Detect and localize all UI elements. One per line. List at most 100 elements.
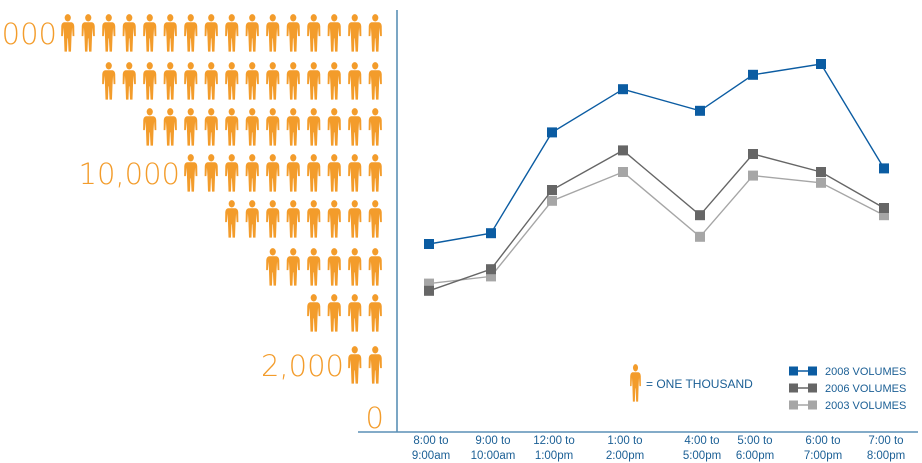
chart-axes <box>358 10 918 433</box>
person-icon <box>327 294 341 332</box>
person-icon <box>307 108 321 146</box>
y-tick-label: 2,000 <box>261 349 344 383</box>
data-point <box>486 264 496 275</box>
person-icon <box>245 14 259 52</box>
person-icon <box>368 154 382 192</box>
person-icon <box>327 154 341 192</box>
person-icon <box>204 14 218 52</box>
person-icon <box>266 154 280 192</box>
person-icon <box>245 62 259 100</box>
person-icon <box>348 62 362 100</box>
person-icon <box>348 200 362 238</box>
legend-item: 2003 VOLUMES <box>789 400 906 412</box>
person-icon <box>348 14 362 52</box>
person-icon <box>184 108 198 146</box>
person-icon <box>266 62 280 100</box>
person-icon <box>327 200 341 238</box>
data-point <box>748 170 758 181</box>
x-tick-label: 8:00 to 9:00am <box>412 435 450 462</box>
x-tick-labels: 8:00 to 9:00am 9:00 to 10:00am 12:00 to 1:00p… <box>412 435 905 462</box>
person-icon <box>286 200 300 238</box>
person-icon <box>81 14 95 52</box>
person-icon <box>122 14 136 52</box>
x-tick-label: 5:00 to 6:00pm <box>736 435 774 462</box>
person-icon <box>368 346 382 384</box>
person-icon <box>368 108 382 146</box>
person-icon <box>102 14 116 52</box>
person-icon <box>307 62 321 100</box>
person-icon <box>327 14 341 52</box>
person-icon <box>266 14 280 52</box>
person-icon <box>348 294 362 332</box>
person-icon <box>327 62 341 100</box>
person-icon <box>286 108 300 146</box>
person-icon <box>630 364 641 402</box>
y-tick-label: 10,000 <box>79 157 180 191</box>
person-icon <box>61 14 75 52</box>
legend-label: 2008 VOLUMES <box>825 366 906 378</box>
person-icon <box>163 108 177 146</box>
person-icon <box>368 62 382 100</box>
legend-marker <box>789 383 798 393</box>
data-point <box>547 185 557 195</box>
person-icon <box>307 14 321 52</box>
data-point <box>816 59 826 69</box>
person-icon <box>266 200 280 238</box>
person-icon <box>225 108 239 146</box>
legend-marker <box>789 366 798 376</box>
person-icon <box>368 294 382 332</box>
person-icon <box>286 154 300 192</box>
person-icon <box>163 62 177 100</box>
data-point <box>748 149 758 159</box>
data-point <box>424 278 434 289</box>
person-icon <box>286 248 300 286</box>
person-icon <box>225 62 239 100</box>
data-point <box>618 145 628 156</box>
y-tick-label: 0 <box>366 401 384 435</box>
person-icon <box>143 62 157 100</box>
data-point <box>816 177 826 188</box>
series-lines <box>424 59 889 296</box>
legend-marker <box>808 366 817 376</box>
data-point <box>816 167 826 177</box>
person-icon <box>245 154 259 192</box>
person-icon <box>286 14 300 52</box>
data-point <box>879 210 889 221</box>
person-icon <box>225 154 239 192</box>
person-icon <box>163 14 177 52</box>
series-2008 <box>424 59 889 249</box>
series-2003 <box>424 167 889 289</box>
series-line <box>428 171 885 285</box>
data-point <box>748 69 758 80</box>
y-tick-label: 16,000 <box>0 17 57 51</box>
legend: = ONE THOUSAND 2008 VOLUMES 2006 VOLUMES 20… <box>630 364 906 412</box>
x-tick-label: 9:00 to 10:00am <box>471 435 516 462</box>
data-point <box>695 231 705 242</box>
data-point <box>618 84 628 95</box>
series-2006 <box>424 145 889 296</box>
person-icon <box>245 200 259 238</box>
person-icon <box>348 154 362 192</box>
person-icon <box>327 248 341 286</box>
series-line <box>428 63 885 245</box>
person-icon <box>307 154 321 192</box>
person-icon <box>143 14 157 52</box>
legend-marker <box>808 400 817 410</box>
person-icon <box>368 200 382 238</box>
x-tick-label: 4:00 to 5:00pm <box>683 435 721 462</box>
legend-marker <box>789 400 798 410</box>
data-point <box>424 285 434 296</box>
person-icon <box>204 62 218 100</box>
person-icon <box>348 108 362 146</box>
person-icon <box>368 14 382 52</box>
person-icon <box>307 200 321 238</box>
person-icon <box>204 108 218 146</box>
data-point <box>695 105 705 116</box>
person-icon <box>368 248 382 286</box>
x-tick-label: 1:00 to 2:00pm <box>606 435 644 462</box>
legend-label: 2006 VOLUMES <box>825 383 906 395</box>
data-point <box>618 167 628 177</box>
person-icon <box>204 154 218 192</box>
series-line <box>428 149 885 292</box>
